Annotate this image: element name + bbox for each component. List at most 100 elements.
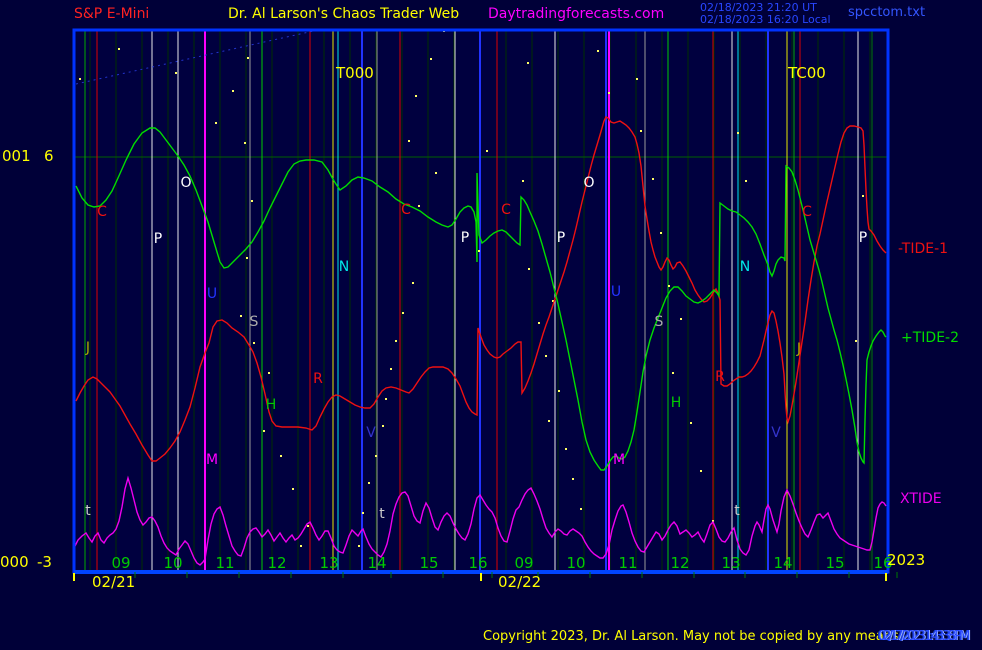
curve-tide2 — [75, 127, 887, 471]
star-dot — [712, 520, 714, 522]
star-dot — [478, 250, 480, 252]
star-dot — [418, 205, 420, 207]
star-dot — [240, 315, 242, 317]
star-dot — [565, 448, 567, 450]
cycle-letter-C: C — [802, 204, 812, 220]
star-dot — [215, 122, 217, 124]
cycle-letter-S: S — [250, 314, 259, 330]
star-dot — [263, 430, 265, 432]
star-dot — [608, 92, 610, 94]
cycle-letter-P: P — [859, 230, 867, 246]
star-dot — [382, 425, 384, 427]
star-dot — [268, 372, 270, 374]
star-dot — [390, 368, 392, 370]
cycle-letter-H: H — [671, 395, 682, 411]
hour-label-day1: 16 — [468, 554, 487, 572]
cycle-letter-J: J — [85, 340, 90, 356]
star-dot — [415, 95, 417, 97]
hour-label-day2: 16 — [873, 554, 892, 572]
star-dot — [580, 508, 582, 510]
star-dot — [690, 422, 692, 424]
star-dot — [737, 132, 739, 134]
star-dot — [368, 482, 370, 484]
cycle-letter-t: t — [85, 503, 91, 519]
annotation-tc00: TC00 — [787, 64, 826, 82]
cycle-letter-R: R — [313, 371, 323, 387]
left-axis-top-value: 6 — [44, 147, 54, 165]
cycle-letter-U: U — [207, 286, 217, 302]
star-dot — [292, 488, 294, 490]
star-dot — [636, 78, 638, 80]
timestamp-local: 02/18/2023 16:20 Local — [700, 13, 831, 26]
star-dot — [408, 140, 410, 142]
hour-label-day1: 10 — [163, 554, 182, 572]
hour-label-day1: 15 — [419, 554, 438, 572]
legend-tide2: +TIDE-2 — [901, 330, 959, 346]
star-dot — [660, 232, 662, 234]
hour-label-day1: 12 — [267, 554, 286, 572]
star-dot — [528, 268, 530, 270]
star-dot — [538, 322, 540, 324]
hour-label-day2: 09 — [514, 554, 533, 572]
left-axis-top-label: 001 — [2, 147, 31, 165]
star-dot — [527, 62, 529, 64]
star-dot — [300, 545, 302, 547]
star-dot — [395, 340, 397, 342]
star-dot — [175, 72, 177, 74]
star-dot — [385, 398, 387, 400]
year-label: 2023 — [887, 551, 926, 569]
legend-xtide: XTIDE — [900, 491, 942, 507]
star-dot — [280, 455, 282, 457]
cycle-letter-V: V — [366, 425, 376, 441]
hour-label-day2: 10 — [566, 554, 585, 572]
star-dot — [855, 340, 857, 342]
star-dot — [597, 50, 599, 52]
star-dot — [522, 180, 524, 182]
site-link[interactable]: Daytradingforecasts.com — [488, 6, 665, 22]
cycle-letter-U: U — [611, 284, 621, 300]
left-axis-bottom-label: 000 — [0, 553, 29, 571]
star-dot — [668, 285, 670, 287]
data-filename-link[interactable]: spcctom.txt — [848, 5, 926, 20]
hour-label-day1: 14 — [367, 554, 386, 572]
cycle-letter-t: t — [379, 506, 385, 522]
star-dot — [402, 312, 404, 314]
hour-label-day1: 13 — [319, 554, 338, 572]
star-dot — [118, 48, 120, 50]
star-dot — [412, 282, 414, 284]
date-label-day1: 02/21 — [92, 573, 136, 591]
hour-label-day2: 13 — [721, 554, 740, 572]
star-dot — [375, 455, 377, 457]
cycle-letter-O: O — [180, 175, 191, 191]
star-dot — [558, 390, 560, 392]
star-dot — [247, 57, 249, 59]
star-dot — [362, 512, 364, 514]
cycle-letter-V: V — [771, 425, 781, 441]
cycle-letter-R: R — [715, 369, 725, 385]
hour-label-day2: 11 — [618, 554, 637, 572]
star-dot — [358, 545, 360, 547]
star-dot — [251, 200, 253, 202]
star-dot — [232, 90, 234, 92]
star-dot — [430, 58, 432, 60]
cycle-letter-t: t — [734, 503, 740, 519]
curve-xtide — [73, 475, 887, 566]
cycle-letter-P: P — [461, 230, 469, 246]
star-dot — [244, 142, 246, 144]
cycle-letter-O: O — [583, 175, 594, 191]
cycle-letter-S: S — [655, 314, 664, 330]
star-dot — [862, 195, 864, 197]
star-dot — [246, 257, 248, 259]
cycle-letter-N: N — [740, 259, 750, 275]
footer-overlap-timestamp: 02/17/2023 1:43:38 PM — [878, 629, 970, 644]
hour-label-day1: 09 — [111, 554, 130, 572]
hour-label-day2: 15 — [825, 554, 844, 572]
star-dot — [548, 420, 550, 422]
star-dot — [435, 172, 437, 174]
curve-tide1 — [75, 116, 887, 462]
hour-label-day2: 14 — [773, 554, 792, 572]
star-dot — [552, 300, 554, 302]
star-dot — [545, 355, 547, 357]
timestamp-ut: 02/18/2023 21:20 UT — [700, 1, 817, 14]
